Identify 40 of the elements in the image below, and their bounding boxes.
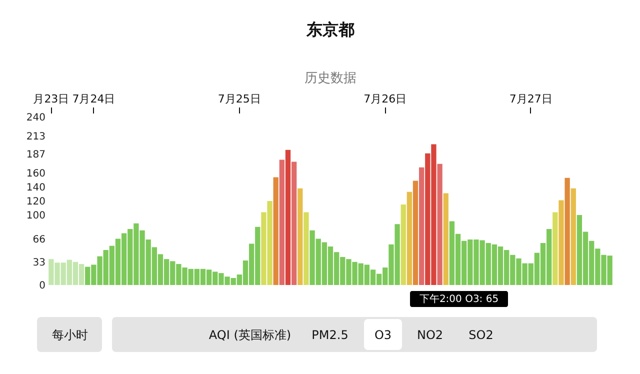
x-tick-label: 7月26日 [364, 92, 407, 106]
y-tick-label: 120 [26, 196, 46, 208]
bar [304, 212, 309, 285]
y-tick-label: 140 [26, 182, 46, 194]
y-tick-label: 213 [26, 131, 46, 142]
text: PM2.5 [312, 328, 348, 342]
y-tick-label: 100 [26, 210, 46, 222]
x-tick-label: 7月25日 [218, 92, 261, 106]
x-tick-label: 7月24日 [72, 92, 116, 106]
bar [552, 212, 558, 285]
bar [291, 162, 297, 285]
bar [412, 180, 418, 285]
chart-subtitle: 历史数据 [304, 71, 356, 86]
text: O3 [374, 328, 392, 342]
bar [437, 164, 442, 285]
bar [419, 167, 424, 285]
y-tick-label: 240 [26, 112, 46, 124]
y-tick-label: 0 [39, 280, 46, 292]
bar [279, 160, 285, 285]
bar [406, 192, 412, 285]
y-tick-label: 33 [32, 257, 46, 268]
text: 每小时 [52, 328, 88, 342]
y-tick-label: 66 [32, 234, 46, 246]
bar [564, 178, 570, 285]
bar [558, 200, 564, 285]
bar [298, 188, 303, 285]
text: 下午2:00 O3: 65 [419, 293, 499, 305]
bar [443, 193, 448, 285]
y-tick-label: 160 [26, 168, 46, 180]
x-tick-label: 7月27日 [509, 92, 552, 106]
bar [285, 150, 291, 285]
bar [273, 177, 278, 285]
text: AQI (英国标准) [208, 328, 292, 342]
bar [570, 188, 576, 285]
bar [400, 204, 406, 285]
text: NO2 [416, 328, 444, 342]
y-tick-label: 187 [26, 150, 46, 161]
text: SO2 [468, 328, 494, 342]
x-tick-label: 月23日 [33, 92, 70, 106]
chart-title: 东京都 [306, 20, 354, 39]
